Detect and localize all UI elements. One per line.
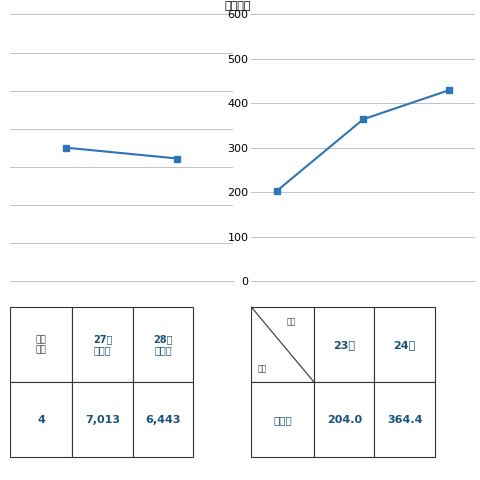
Bar <box>10 307 72 382</box>
Text: 6,443: 6,443 <box>145 415 180 425</box>
Bar <box>374 307 435 382</box>
Text: 27年
上半期: 27年 上半期 <box>93 334 112 355</box>
Text: 23年: 23年 <box>333 340 355 349</box>
Text: 24年: 24年 <box>394 340 416 349</box>
Text: 年次
区分: 年次 区分 <box>36 335 46 354</box>
Text: 年次: 年次 <box>287 317 296 326</box>
Bar <box>10 382 72 457</box>
Bar <box>314 307 374 382</box>
Bar <box>374 382 435 457</box>
Text: 区分: 区分 <box>258 365 267 374</box>
Bar <box>314 382 374 457</box>
Bar <box>252 307 314 382</box>
Bar <box>252 382 314 457</box>
Bar <box>132 307 193 382</box>
Text: 4: 4 <box>37 415 45 425</box>
Text: 28年
上半期: 28年 上半期 <box>153 334 173 355</box>
Bar <box>132 382 193 457</box>
Text: 被害額: 被害額 <box>273 415 292 425</box>
Text: 364.4: 364.4 <box>387 415 422 425</box>
Text: 204.0: 204.0 <box>327 415 362 425</box>
Text: （億円）: （億円） <box>225 1 251 11</box>
Text: 7,013: 7,013 <box>85 415 120 425</box>
Bar <box>72 382 132 457</box>
Bar <box>72 307 132 382</box>
